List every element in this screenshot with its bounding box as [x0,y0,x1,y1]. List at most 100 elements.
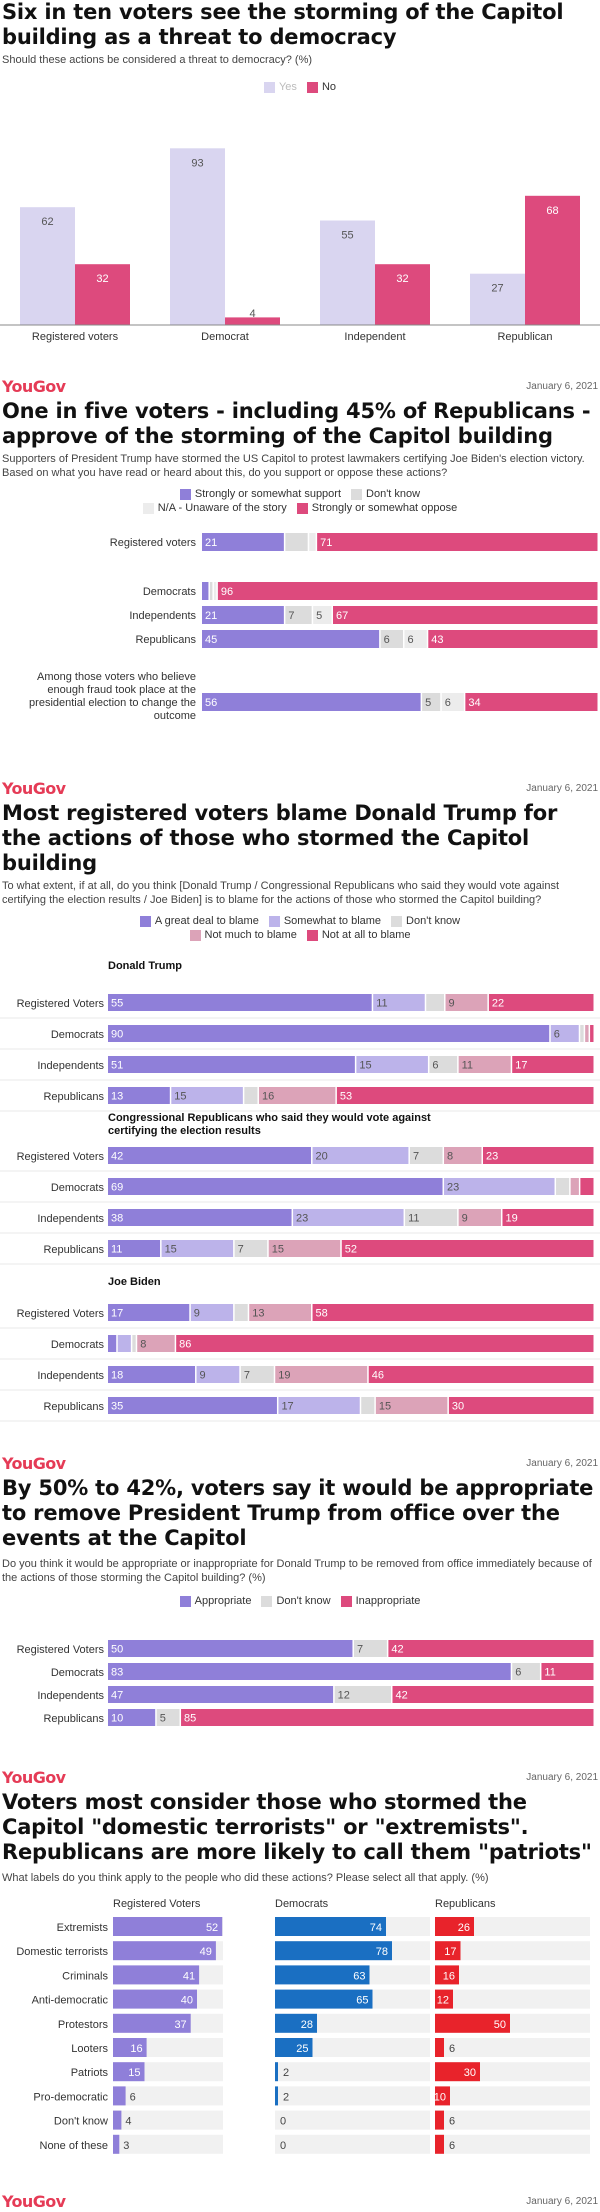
track-democrats-pro-democratic [275,2086,430,2106]
value-label-democrats-don-t-know: 0 [280,2116,286,2128]
chart2-title: One in five voters - including 45% of Re… [2,399,591,448]
chart4-subtitle: Do you think it would be appropriate or … [2,1558,592,1584]
c3-g1-r3-seg-4 [341,1240,594,1257]
legend-oppose: Strongly or somewhat oppose [296,502,457,514]
c2-row-4-label-2: 6 [445,697,451,709]
c3-g0-r3-seg-4 [336,1087,594,1104]
value-label-democrats-pro-democratic: 2 [283,2091,289,2103]
c2-row-3-label-0: 45 [205,634,217,646]
value-label-yes-democrat: 93 [191,157,203,169]
c3-g2-r0-seg-4 [312,1304,594,1321]
c2-row-4-seg-0 [202,693,421,711]
c3-g0-r0-label-0: 55 [111,998,123,1010]
chart2-footer: YouGov January 6, 2021 [0,777,600,799]
c3-g0-r0-seg-1 [373,994,425,1011]
legend-dontknow4-swatch [261,1595,273,1607]
c3-g2-r3-seg-4 [448,1397,594,1414]
c4-row-2-seg-2 [392,1686,594,1703]
bar-no-registered-voters [75,264,130,325]
c2-row-1-seg-1 [209,582,213,600]
value-label-no-registered-voters: 32 [96,273,108,285]
c4-row-3-seg-0 [108,1709,156,1726]
row-label-registered-voters: Registered Voters [17,998,105,1010]
c3-g0-r0-seg-2 [426,994,445,1011]
track-democrats-patriots [275,2062,430,2082]
legend-appropriate: Appropriate [179,1595,251,1607]
legend-support-swatch [179,488,191,500]
c3-g1-r2-label-2: 11 [408,1213,419,1225]
category-label-democrat: Democrat [201,331,249,343]
c2-row-0-seg-3 [317,533,598,551]
track-democrats-none-of-these [275,2134,430,2154]
chart3-footer: YouGov January 6, 2021 [0,1452,600,1474]
group-congress-heading: Congressional Republicans who said they … [108,1112,431,1137]
track-republicans-domestic-terrorists [435,1941,590,1961]
chart2-legend: Strongly or somewhat support Don't know … [0,488,600,514]
value-label-yes-independent: 55 [341,230,353,242]
bar-registered-voters-domestic-terrorists [113,1941,216,1961]
row-label-protestors: Protestors [58,2019,109,2031]
bar-democrats-criminals [275,1965,370,1985]
bar-republicans-none-of-these [435,2134,444,2154]
value-label-registered-voters-extremists: 52 [206,1922,218,1934]
yougov-logo: YouGov [2,779,66,798]
chart3-date: January 6, 2021 [526,1458,598,1469]
c3-g1-r0-seg-0 [108,1147,312,1164]
c2-row-3-label-2: 6 [407,634,413,646]
c3-g2-r0-label-4: 58 [316,1308,328,1320]
row-label-fraud-line: enough fraud took place at the [47,684,196,696]
chart4-section: By 50% to 42%, voters say it would be ap… [0,1474,600,1766]
legend-not-much-label: Not much to blame [204,929,297,941]
c3-g1-r1-label-0: 69 [111,1182,123,1194]
chart2-date: January 6, 2021 [526,783,598,794]
c3-g2-r1-seg-3 [137,1335,175,1352]
legend-support-label: Strongly or somewhat support [194,488,342,500]
c4-row-0-seg-2 [388,1640,594,1657]
bar-no-republican [525,195,580,325]
track-republicans-pro-democratic [435,2086,590,2106]
c3-g2-r0-seg-3 [249,1304,312,1321]
c3-g0-r3-seg-3 [258,1087,336,1104]
c3-g1-r3-seg-3 [268,1240,341,1257]
legend-no-label: No [321,81,336,93]
c3-g1-r2-seg-0 [108,1209,292,1226]
c3-g1-r2-seg-1 [293,1209,404,1226]
chart1-footer: YouGov January 6, 2021 [0,375,600,397]
row-label-republicans: Republicans [43,1401,104,1413]
c4-row-3-label-2: 85 [184,1713,196,1725]
chart5-svg: Registered Voters 52 49 41 40 37 16 15 6 4 3 Democr… [16,1898,590,2154]
legend-great-deal-swatch [139,915,151,927]
value-label-registered-voters-anti-democratic: 40 [181,1995,193,2007]
c2-row-3-label-3: 43 [431,634,443,646]
chart2-section: One in five voters - including 45% of Re… [0,397,600,777]
chart4-date: January 6, 2021 [526,1772,598,1783]
c3-g2-r2-seg-2 [240,1366,274,1383]
c3-g0-r1-label-0: 90 [111,1029,123,1041]
row-label-registered-voters: Registered Voters [17,1308,105,1320]
value-label-registered-voters-don-t-know: 4 [125,2116,131,2128]
row-label-democrats: Democrats [51,1667,105,1679]
c2-row-0-seg-1 [285,533,308,551]
row-label-registered-voters: Registered Voters [17,1644,105,1656]
c2-row-1-seg-3 [217,582,598,600]
bar-democrats-looters [275,2038,313,2057]
c3-g1-r2-label-4: 19 [505,1213,517,1225]
c3-g0-r0-label-4: 22 [492,998,504,1010]
legend-no: No [306,81,336,93]
legend-inappropriate: Inappropriate [340,1595,420,1607]
c3-g1-r1-seg-4 [580,1178,594,1195]
c3-g0-r1-label-1: 6 [554,1029,560,1041]
row-label-anti-democratic: Anti-democratic [32,1995,109,2007]
c3-g0-r1-seg-3 [585,1025,589,1042]
row-label-republicans: Republicans [43,1713,104,1725]
value-label-no-republican: 68 [546,205,558,217]
c3-g1-r0-label-4: 23 [486,1151,498,1163]
chart4-svg: 50 7 42 Registered Voters 83 6 11 Democrats 47 12… [17,1640,594,1726]
c3-g0-r2-seg-2 [429,1056,458,1073]
c3-g1-r3-seg-2 [234,1240,268,1257]
value-label-democrats-criminals: 63 [353,1970,365,1982]
c3-g2-r2-label-2: 7 [244,1370,250,1382]
row-label-criminals: Criminals [62,1970,108,1982]
value-label-republicans-don-t-know: 6 [449,2116,455,2128]
c3-g0-r2-seg-4 [512,1056,594,1073]
